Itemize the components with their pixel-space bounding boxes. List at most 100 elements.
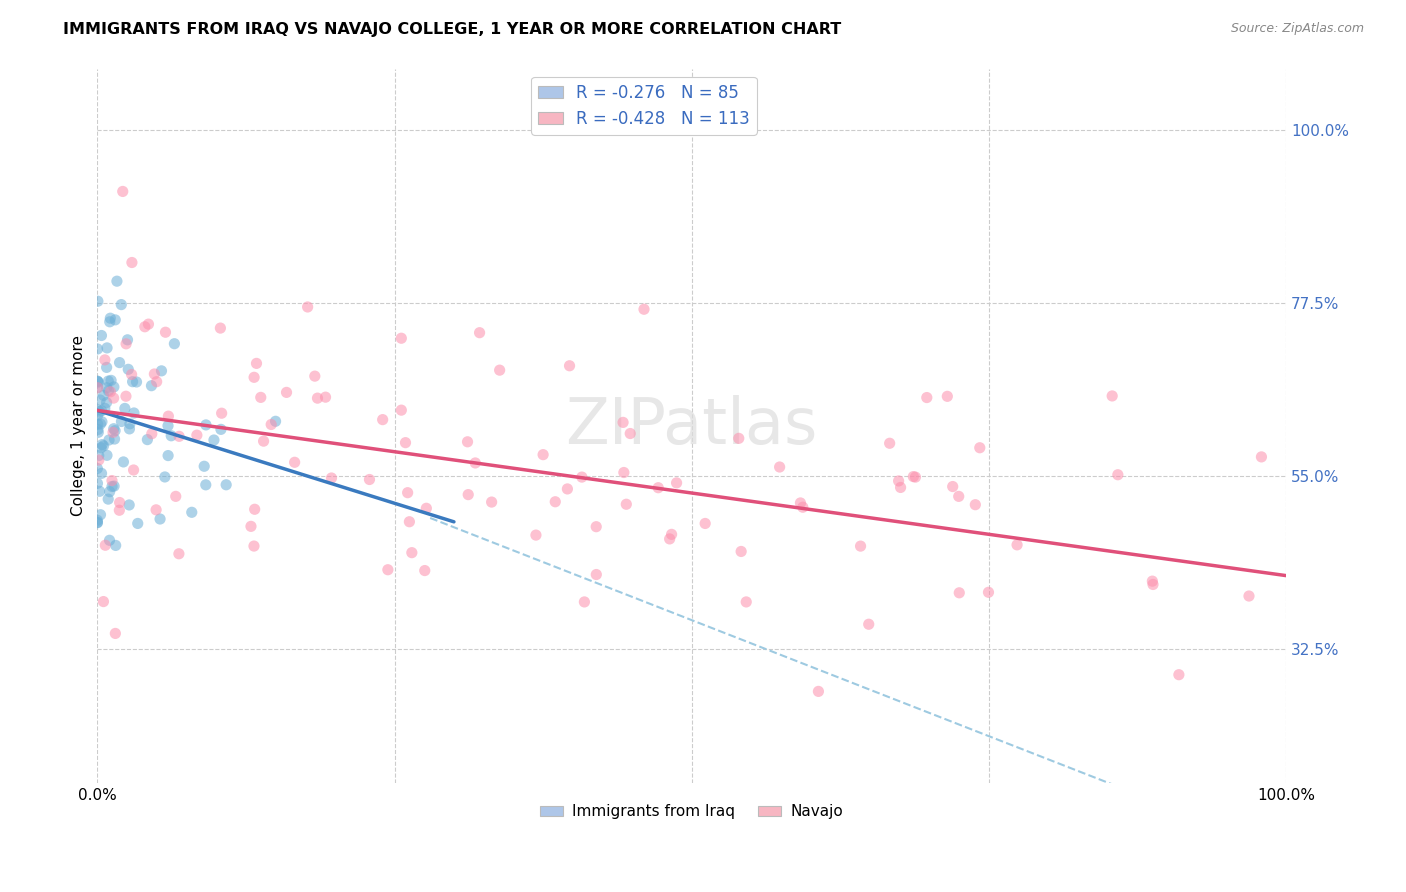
Point bbox=[86, 380, 108, 394]
Point bbox=[887, 474, 910, 488]
Point bbox=[965, 498, 987, 512]
Point bbox=[149, 512, 172, 526]
Point bbox=[98, 484, 121, 499]
Point bbox=[157, 449, 180, 463]
Point bbox=[86, 417, 108, 432]
Point bbox=[86, 381, 108, 395]
Point bbox=[377, 563, 399, 577]
Point bbox=[915, 391, 938, 405]
Point bbox=[243, 539, 266, 553]
Point bbox=[100, 373, 122, 387]
Point bbox=[942, 479, 965, 493]
Point bbox=[585, 567, 607, 582]
Point bbox=[215, 477, 238, 491]
Point bbox=[125, 375, 148, 389]
Point bbox=[209, 321, 232, 335]
Point bbox=[117, 333, 139, 347]
Point bbox=[121, 375, 143, 389]
Point bbox=[86, 409, 108, 423]
Point bbox=[94, 352, 117, 367]
Point bbox=[1237, 589, 1260, 603]
Text: Source: ZipAtlas.com: Source: ZipAtlas.com bbox=[1230, 22, 1364, 36]
Point bbox=[150, 364, 173, 378]
Point bbox=[389, 403, 412, 417]
Point bbox=[665, 475, 688, 490]
Point bbox=[89, 508, 111, 522]
Point bbox=[101, 425, 124, 440]
Point bbox=[156, 418, 179, 433]
Point bbox=[87, 376, 110, 390]
Point bbox=[104, 313, 127, 327]
Point bbox=[89, 392, 111, 407]
Point bbox=[936, 389, 959, 403]
Point bbox=[903, 469, 925, 483]
Point bbox=[104, 424, 127, 438]
Point bbox=[112, 455, 135, 469]
Point bbox=[86, 513, 108, 527]
Point bbox=[807, 684, 830, 698]
Point bbox=[209, 422, 232, 436]
Point bbox=[134, 319, 156, 334]
Y-axis label: College, 1 year or more: College, 1 year or more bbox=[72, 335, 86, 516]
Point bbox=[1167, 667, 1189, 681]
Point bbox=[117, 362, 139, 376]
Point bbox=[93, 439, 115, 453]
Point bbox=[858, 617, 880, 632]
Point bbox=[211, 406, 233, 420]
Point bbox=[98, 533, 121, 548]
Point bbox=[90, 441, 112, 455]
Point bbox=[96, 341, 118, 355]
Point bbox=[1142, 574, 1164, 589]
Point bbox=[141, 426, 163, 441]
Point bbox=[108, 495, 131, 509]
Point bbox=[727, 431, 749, 445]
Point bbox=[104, 538, 127, 552]
Point bbox=[186, 428, 208, 442]
Point bbox=[90, 403, 112, 417]
Point bbox=[108, 355, 131, 369]
Point bbox=[96, 381, 118, 395]
Point bbox=[531, 448, 554, 462]
Point bbox=[524, 528, 547, 542]
Point bbox=[118, 498, 141, 512]
Point bbox=[122, 406, 145, 420]
Point bbox=[612, 416, 634, 430]
Point bbox=[86, 476, 108, 491]
Point bbox=[1250, 450, 1272, 464]
Point bbox=[143, 367, 166, 381]
Point bbox=[118, 417, 141, 431]
Point bbox=[304, 369, 326, 384]
Point bbox=[904, 470, 927, 484]
Point bbox=[98, 311, 121, 326]
Point bbox=[1107, 467, 1129, 482]
Point bbox=[108, 503, 131, 517]
Point bbox=[163, 336, 186, 351]
Point bbox=[110, 415, 132, 429]
Point bbox=[141, 378, 163, 392]
Point bbox=[115, 389, 138, 403]
Point bbox=[93, 594, 115, 608]
Point bbox=[94, 538, 117, 552]
Point bbox=[157, 409, 180, 424]
Point bbox=[243, 370, 266, 384]
Point bbox=[633, 302, 655, 317]
Text: ZIPatlas: ZIPatlas bbox=[565, 395, 818, 457]
Point bbox=[948, 586, 970, 600]
Point bbox=[202, 433, 225, 447]
Point bbox=[87, 425, 110, 440]
Point bbox=[145, 503, 167, 517]
Point bbox=[115, 336, 138, 351]
Point bbox=[86, 516, 108, 530]
Point bbox=[103, 479, 125, 493]
Point bbox=[86, 374, 108, 388]
Point bbox=[103, 422, 125, 436]
Point bbox=[86, 342, 108, 356]
Point bbox=[127, 516, 149, 531]
Point bbox=[194, 478, 217, 492]
Point bbox=[104, 626, 127, 640]
Point bbox=[297, 300, 319, 314]
Point bbox=[1142, 577, 1164, 591]
Point bbox=[849, 539, 872, 553]
Point bbox=[464, 456, 486, 470]
Point bbox=[138, 317, 160, 331]
